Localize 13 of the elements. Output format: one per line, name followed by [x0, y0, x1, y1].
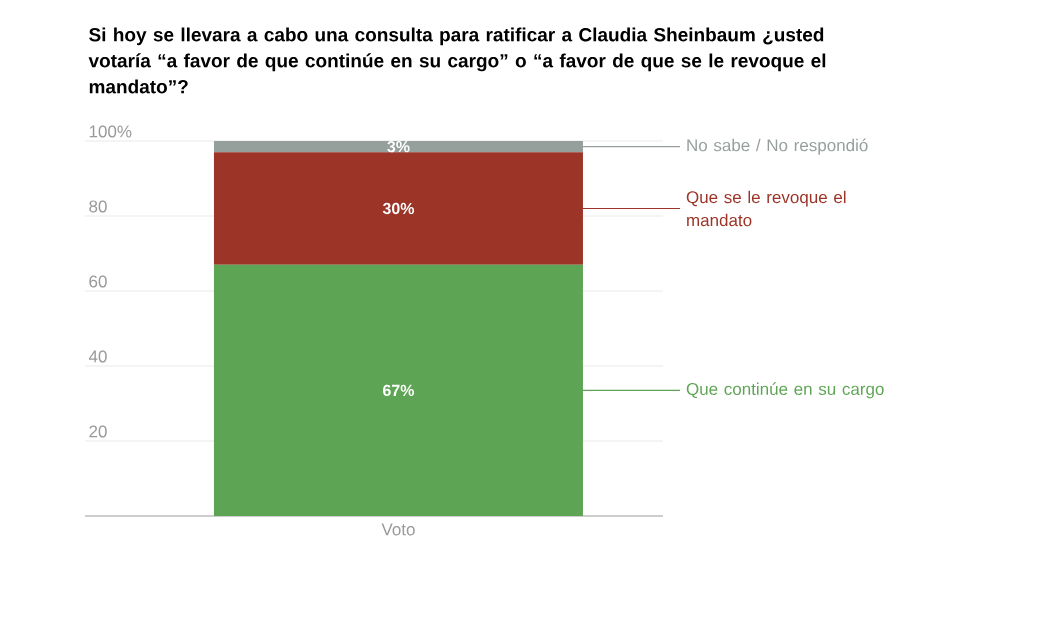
text: Que continúe en su cargo — [686, 382, 884, 399]
y-tick-label: 40 — [88, 350, 107, 363]
y-tick-label: 60 — [89, 275, 107, 288]
y-tick-label: 100% — [89, 125, 132, 138]
text: Que se le revoque el mandato — [686, 190, 846, 227]
data-label: 3% — [387, 140, 410, 153]
data-label: 67% — [383, 384, 415, 397]
x-tick-label: Voto — [381, 523, 415, 536]
chart-title: Si hoy se llevara a cabo una consulta para ratificar a Claudia Sheinbaum ¿usted votaría “a favor de que continúe en su cargo” o “a favor de que se le revoque el mandato”? — [88, 27, 826, 94]
text: No sabe / No respondió — [687, 138, 868, 155]
y-tick-label: 80 — [89, 200, 107, 213]
y-tick-label: 20 — [89, 425, 107, 438]
data-label: 30% — [382, 202, 415, 215]
